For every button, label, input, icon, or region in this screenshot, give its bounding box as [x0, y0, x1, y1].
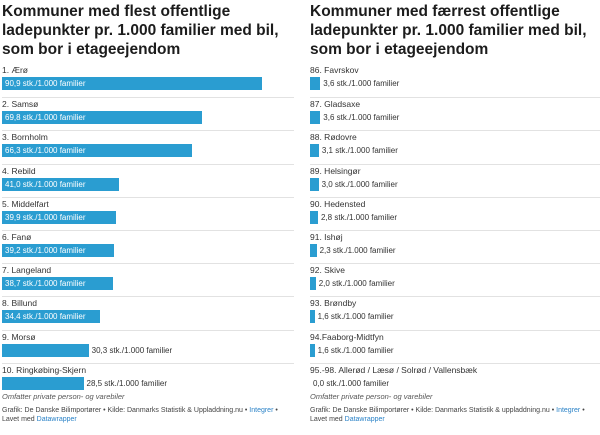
- category-label: 91. Ishøj: [310, 231, 343, 242]
- category-label: 93. Brøndby: [310, 298, 357, 309]
- datawrapper-link[interactable]: Datawrapper: [36, 416, 77, 423]
- bar: [310, 243, 317, 257]
- value-label: 69,8 stk./1.000 familier: [5, 113, 86, 123]
- bar: [2, 310, 101, 324]
- value-label: 39,2 stk./1.000 familier: [5, 245, 86, 255]
- bar-row: 9. Morsø 30,3 stk./1.000 familier: [2, 329, 294, 363]
- bar-row: 1. Ærø 90,9 stk./1.000 familier: [2, 64, 294, 97]
- bar-row: 10. Ringkøbing-Skjern 28,5 stk./1.000 fam…: [2, 362, 294, 396]
- category-label: 4. Rebild: [2, 165, 36, 176]
- bar: [310, 111, 321, 125]
- category-label: 9. Morsø: [2, 331, 36, 342]
- category-label: 10. Ringkøbing-Skjern: [2, 364, 87, 375]
- bar: [2, 343, 89, 357]
- value-label: 41,0 stk./1.000 familier: [5, 179, 86, 189]
- credit-text: Grafik: De Danske Bilimportører • Kilde:…: [310, 406, 555, 414]
- bar-row: 3. Bornholm 66,3 stk./1.000 familier: [2, 130, 294, 163]
- bar-row: 87. Gladsaxe 3,6 stk./1.000 familier: [310, 97, 600, 130]
- value-label: 1,6 stk./1.000 familier: [317, 345, 394, 355]
- value-label: 38,7 stk./1.000 familier: [5, 279, 86, 289]
- category-label: 88. Rødovre: [310, 132, 357, 143]
- bar-row: 91. Ishøj 2,3 stk./1.000 familier: [310, 229, 600, 263]
- bar-row: 2. Samsø 69,8 stk./1.000 familier: [2, 97, 294, 130]
- footer-credit: Grafik: De Danske Bilimportører • Kilde:…: [2, 406, 294, 425]
- embed-link[interactable]: Integrer: [249, 406, 274, 414]
- bar: [2, 376, 84, 390]
- bar-row: 7. Langeland 38,7 stk./1.000 familier: [2, 263, 294, 296]
- category-label: 3. Bornholm: [2, 132, 48, 143]
- credit-text: Grafik: De Danske Bilimportører • Kilde:…: [2, 406, 248, 414]
- value-label: 3,0 stk./1.000 familier: [321, 179, 398, 189]
- chart-panel-bottom: Kommuner med færrest offentlige ladepunk…: [310, 0, 600, 435]
- bar: [310, 210, 318, 224]
- bar: [310, 77, 321, 90]
- value-label: 30,3 stk./1.000 familier: [91, 345, 173, 355]
- bar-row: 6. Fanø 39,2 stk./1.000 familier: [2, 229, 294, 263]
- value-label: 1,6 stk./1.000 familier: [317, 312, 394, 322]
- category-label: 8. Billund: [2, 298, 37, 309]
- value-label: 3,6 stk./1.000 familier: [323, 79, 400, 88]
- chart-panel-top: Kommuner med flest offentlige ladepunkte…: [2, 0, 294, 435]
- bar: [310, 144, 319, 158]
- bar: [2, 177, 120, 191]
- bar-row: 89. Helsingør 3,0 stk./1.000 familier: [310, 163, 600, 197]
- value-label: 34,4 stk./1.000 familier: [5, 312, 86, 322]
- chart-title: Kommuner med flest offentlige ladepunkte…: [2, 3, 279, 58]
- made-with-text: • Lavet med: [2, 406, 278, 424]
- category-label: 5. Middelfart: [2, 198, 49, 209]
- bar-row: 90. Hedensted 2,8 stk./1.000 familier: [310, 196, 600, 230]
- bar: [2, 210, 117, 224]
- footer-credit: Grafik: De Danske Bilimportører • Kilde:…: [310, 406, 600, 425]
- chart-title: Kommuner med færrest offentlige ladepunk…: [310, 3, 587, 58]
- value-label: 66,3 stk./1.000 familier: [5, 146, 86, 156]
- bar-row: 8. Billund 34,4 stk./1.000 familier: [2, 296, 294, 329]
- bar: [2, 144, 192, 158]
- category-label: 87. Gladsaxe: [310, 99, 361, 110]
- footer-note: Omfatter private person- og varebiler: [310, 392, 433, 401]
- category-label: 2. Samsø: [2, 99, 39, 110]
- made-with-text: • Lavet med: [310, 406, 585, 424]
- category-label: 86. Favrskov: [310, 65, 359, 75]
- value-label: 39,9 stk./1.000 familier: [5, 212, 86, 222]
- value-label: 3,6 stk./1.000 familier: [323, 113, 400, 123]
- bar: [310, 310, 315, 324]
- bar-row: 95.-98. Allerød / Læsø / Solrød / Vallen…: [310, 362, 600, 396]
- category-label: 90. Hedensted: [310, 198, 366, 209]
- footer-note: Omfatter private person- og varebiler: [2, 392, 125, 401]
- bar-row: 4. Rebild 41,0 stk./1.000 familier: [2, 163, 294, 197]
- bar: [2, 243, 115, 257]
- category-label: 1. Ærø: [2, 65, 28, 75]
- datawrapper-link[interactable]: Datawrapper: [344, 416, 385, 423]
- value-label: 28,5 stk./1.000 familier: [86, 378, 167, 388]
- bar: [2, 111, 202, 125]
- category-label: 95.-98. Allerød / Læsø / Solrød / Vallen…: [310, 364, 478, 375]
- value-label: 3,1 stk./1.000 familier: [321, 146, 398, 156]
- value-label: 2,0 stk./1.000 familier: [318, 279, 395, 289]
- footer: Omfatter private person- og varebiler Gr…: [2, 392, 294, 425]
- bar-row: 93. Brøndby 1,6 stk./1.000 familier: [310, 296, 600, 329]
- bar-rows: 86. Favrskov 3,6 stk./1.000 familier 87. G…: [310, 64, 600, 396]
- value-label: 2,8 stk./1.000 familier: [321, 212, 398, 222]
- value-label: 2,3 stk./1.000 familier: [319, 245, 396, 255]
- bar: [310, 277, 316, 291]
- footer: Omfatter private person- og varebiler Gr…: [310, 392, 600, 425]
- category-label: 89. Helsingør: [310, 165, 361, 176]
- bar-row: 94.Faaborg-Midtfyn 1,6 stk./1.000 familie…: [310, 329, 600, 363]
- bar: [310, 343, 315, 357]
- value-label: 0,0 stk./1.000 familier: [313, 378, 390, 388]
- bar-row: 86. Favrskov 3,6 stk./1.000 familier: [310, 64, 600, 97]
- bar-row: 92. Skive 2,0 stk./1.000 familier: [310, 263, 600, 296]
- bar: [310, 177, 319, 191]
- category-label: 6. Fanø: [2, 231, 32, 242]
- bar-row: 5. Middelfart 39,9 stk./1.000 familier: [2, 196, 294, 230]
- embed-link[interactable]: Integrer: [556, 406, 581, 414]
- category-label: 7. Langeland: [2, 265, 52, 276]
- category-label: 94.Faaborg-Midtfyn: [310, 331, 384, 342]
- category-label: 92. Skive: [310, 265, 345, 276]
- bar-row: 88. Rødovre 3,1 stk./1.000 familier: [310, 130, 600, 163]
- value-label: 90,9 stk./1.000 familier: [5, 79, 86, 88]
- bar: [2, 277, 113, 291]
- bar: [2, 77, 262, 90]
- bar-rows: 1. Ærø 90,9 stk./1.000 familier 2. Samsø 69…: [2, 64, 294, 396]
